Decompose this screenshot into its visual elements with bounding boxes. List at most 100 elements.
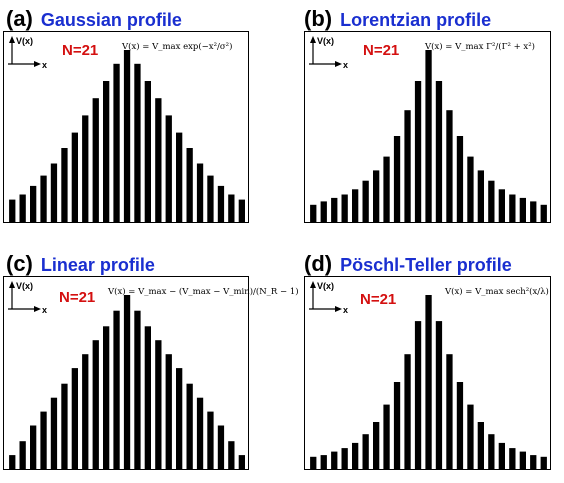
bar — [404, 354, 411, 469]
bar — [186, 383, 193, 469]
bar — [446, 110, 453, 222]
bar — [176, 132, 183, 222]
bar — [155, 340, 162, 469]
bar — [425, 295, 432, 469]
bar — [498, 442, 505, 469]
bar — [467, 156, 474, 222]
bar-chart — [309, 36, 547, 222]
bar — [92, 98, 99, 222]
panel-c: (c) Linear profile V(x) x N=21 V(x) = V_m… — [0, 245, 299, 483]
bar — [217, 185, 225, 222]
bar — [61, 383, 68, 469]
y-axis-label: V(x) — [16, 281, 34, 291]
bar — [477, 422, 484, 469]
bar — [310, 456, 317, 469]
bar — [373, 170, 380, 222]
bar — [519, 197, 526, 222]
bar — [383, 156, 390, 222]
bar — [113, 310, 120, 469]
bar — [30, 425, 37, 469]
bar — [414, 81, 422, 222]
bar — [373, 422, 380, 469]
panel-title-text: Lorentzian profile — [340, 10, 492, 30]
panel-b: (b) Lorentzian profile V(x) x N=21 V(x) =… — [298, 0, 564, 241]
bar — [207, 411, 214, 469]
bar — [196, 163, 204, 222]
y-axis-arrowhead — [310, 281, 316, 288]
bar — [383, 404, 390, 469]
bar — [238, 199, 245, 222]
bar — [196, 397, 204, 469]
bar — [488, 434, 495, 469]
panel-letter: (b) — [304, 6, 333, 31]
bar — [393, 136, 401, 222]
bar — [82, 354, 89, 469]
bar — [92, 340, 99, 469]
panel-title-text: Linear profile — [40, 255, 155, 275]
bar — [40, 175, 47, 222]
x-axis-label: x — [42, 305, 48, 315]
bar — [144, 81, 151, 222]
bar — [362, 180, 369, 222]
bar — [320, 201, 327, 222]
bar — [50, 163, 58, 222]
bar — [425, 50, 432, 222]
bar — [530, 455, 537, 469]
bar — [9, 199, 16, 222]
panel-title: (d) Pöschl-Teller profile — [304, 251, 512, 277]
bar — [352, 189, 359, 222]
bar — [165, 354, 172, 469]
bar — [341, 194, 348, 222]
bar — [540, 204, 547, 222]
bar — [103, 81, 110, 222]
bar — [123, 50, 131, 222]
bar — [509, 448, 516, 469]
bar — [228, 194, 235, 222]
panel-title: (a) Gaussian profile — [6, 6, 182, 32]
bar — [155, 98, 162, 222]
panel-title: (b) Lorentzian profile — [304, 6, 491, 32]
bar — [414, 321, 422, 469]
plot-area: V(x) x N=21 V(x) = V_max exp(−x²/σ²) — [3, 31, 249, 223]
bar — [40, 411, 47, 469]
bar — [144, 326, 151, 469]
panel-d: (d) Pöschl-Teller profile V(x) x N=21 V(x… — [298, 245, 564, 483]
bar — [488, 180, 495, 222]
bar — [352, 442, 359, 469]
x-axis-label: x — [343, 60, 349, 70]
n-count-label: N=21 — [360, 291, 397, 308]
bar — [134, 310, 141, 469]
bar — [393, 382, 401, 469]
bar — [217, 425, 225, 469]
bar — [435, 81, 443, 222]
bar — [404, 110, 411, 222]
formula: V(x) = V_max exp(−x²/σ²) — [122, 42, 233, 52]
x-axis-label: x — [343, 305, 349, 315]
bar — [82, 115, 89, 222]
panel-letter: (d) — [304, 251, 333, 276]
bar — [540, 456, 547, 469]
bar — [9, 455, 16, 469]
bar — [456, 136, 464, 222]
bar — [467, 404, 474, 469]
bar — [530, 201, 537, 222]
bar — [71, 368, 78, 469]
panel-letter: (a) — [6, 6, 33, 31]
x-axis-arrowhead — [34, 61, 41, 67]
bar — [134, 63, 141, 222]
bar — [19, 194, 26, 222]
plot-area: V(x) x N=21 V(x) = V_max sech²(x/λ) — [304, 276, 551, 470]
bar — [498, 189, 505, 222]
bar — [207, 175, 214, 222]
y-axis-label: V(x) — [16, 36, 34, 46]
formula: V(x) = V_max Γ²/(Γ² + x²) — [425, 42, 535, 52]
bar — [519, 451, 526, 469]
n-count-label: N=21 — [59, 289, 96, 306]
bar-chart — [8, 36, 245, 222]
bar — [103, 326, 110, 469]
x-axis-label: x — [42, 60, 48, 70]
bar — [19, 441, 26, 469]
formula: V(x) = V_max − (V_max − V_min)/(N_R − 1) — [108, 287, 299, 297]
panel-title: (c) Linear profile — [6, 251, 155, 277]
bar — [228, 441, 235, 469]
